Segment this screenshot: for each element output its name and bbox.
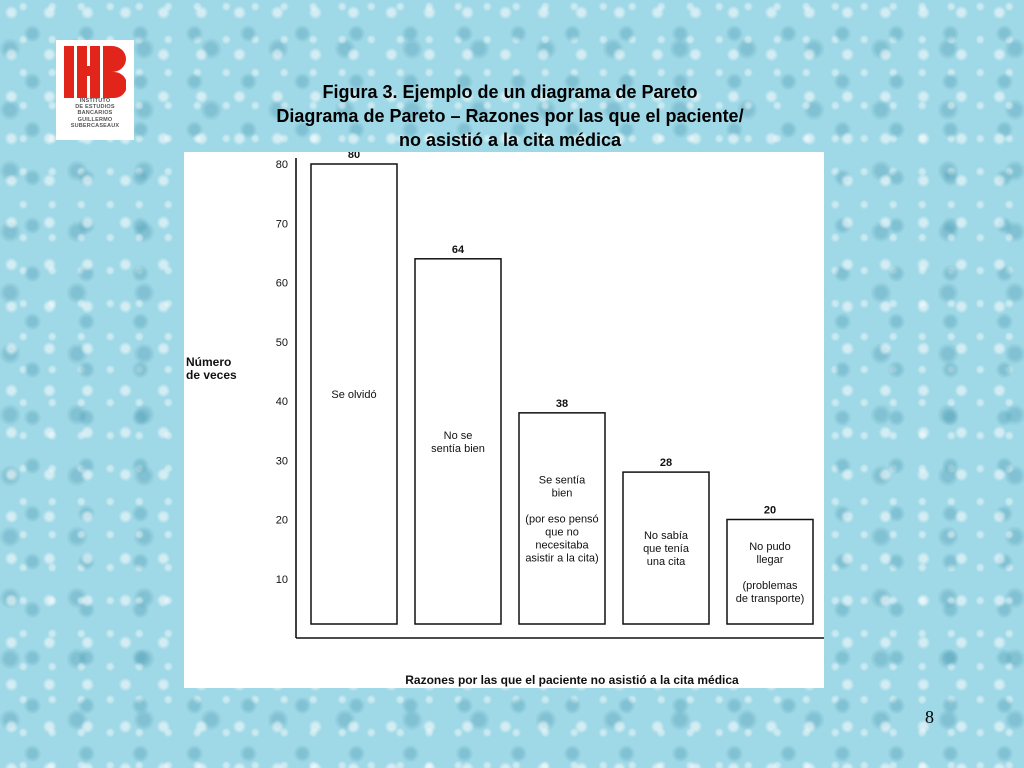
y-tick-label: 30 [276, 455, 288, 467]
bar-value-label: 28 [660, 457, 672, 469]
bar-value-label: 20 [764, 505, 776, 517]
bar-category-label: que tenía [643, 543, 690, 555]
bar-category-label: bien [552, 487, 573, 499]
bar [622, 471, 710, 625]
bar-category-label: de transporte) [736, 593, 804, 605]
bar-category-label: asistir a la cita) [525, 552, 598, 564]
institute-logo: INSTITUTO DE ESTUDIOS BANCARIOS GUILLERM… [56, 40, 134, 140]
logo-line: DE ESTUDIOS [75, 104, 115, 111]
logo-line: GUILLERMO [77, 116, 113, 123]
bar-category-label: (problemas [742, 580, 798, 592]
bar-category-label: que no [545, 526, 579, 538]
logo-line: BANCARIOS [77, 110, 113, 117]
bar-category-label: No sabía [644, 530, 689, 542]
bar-value-label: 38 [556, 398, 568, 410]
bar-category-label: No pudo [749, 541, 791, 553]
pareto-chart: 10 20 30 40 50 60 70 80 Número de veces 80 Se olvid… [184, 149, 824, 688]
page-number: 8 [925, 707, 934, 727]
bar-category-label: (por eso pensó [525, 513, 598, 525]
logo-line: SUBERCASEAUX [70, 122, 120, 129]
bar [726, 518, 814, 625]
bar-category-label: una cita [647, 556, 686, 568]
bar-category-label: Se sentía [539, 474, 586, 486]
bar-category-label: No se [444, 430, 473, 442]
title-line-2: Diagrama de Pareto – Razones por las que… [276, 106, 744, 126]
y-axis-label: de veces [186, 368, 237, 382]
bar-category-label: llegar [757, 554, 784, 566]
bar [310, 163, 398, 625]
bar-value-label: 64 [452, 244, 465, 256]
y-tick-label: 20 [276, 515, 288, 527]
bar [518, 412, 606, 625]
bar-category-label: Se olvidó [331, 389, 376, 401]
y-tick-label: 80 [276, 159, 288, 171]
logo-text: INSTITUTO DE ESTUDIOS BANCARIOS GUILLERM… [60, 98, 130, 129]
title-line-3: no asistió a la cita médica [398, 130, 622, 150]
bar [414, 258, 502, 625]
logo-mark-icon [64, 46, 126, 98]
y-axis-label: Número [186, 355, 231, 369]
slide-title: Figura 3. Ejemplo de un diagrama de Pare… [180, 80, 840, 152]
bar-category-label: necesitaba [535, 539, 589, 551]
y-tick-label: 10 [276, 574, 288, 586]
y-tick-label: 40 [276, 396, 288, 408]
x-axis-label: Razones por las que el paciente no asist… [405, 673, 739, 687]
title-line-1: Figura 3. Ejemplo de un diagrama de Pare… [322, 82, 698, 102]
y-tick-label: 70 [276, 218, 288, 230]
logo-line: INSTITUTO [79, 98, 111, 104]
y-tick-label: 60 [276, 278, 288, 290]
bar-category-label: sentía bien [431, 443, 485, 455]
bar-value-label: 80 [348, 152, 360, 161]
y-tick-label: 50 [276, 337, 288, 349]
